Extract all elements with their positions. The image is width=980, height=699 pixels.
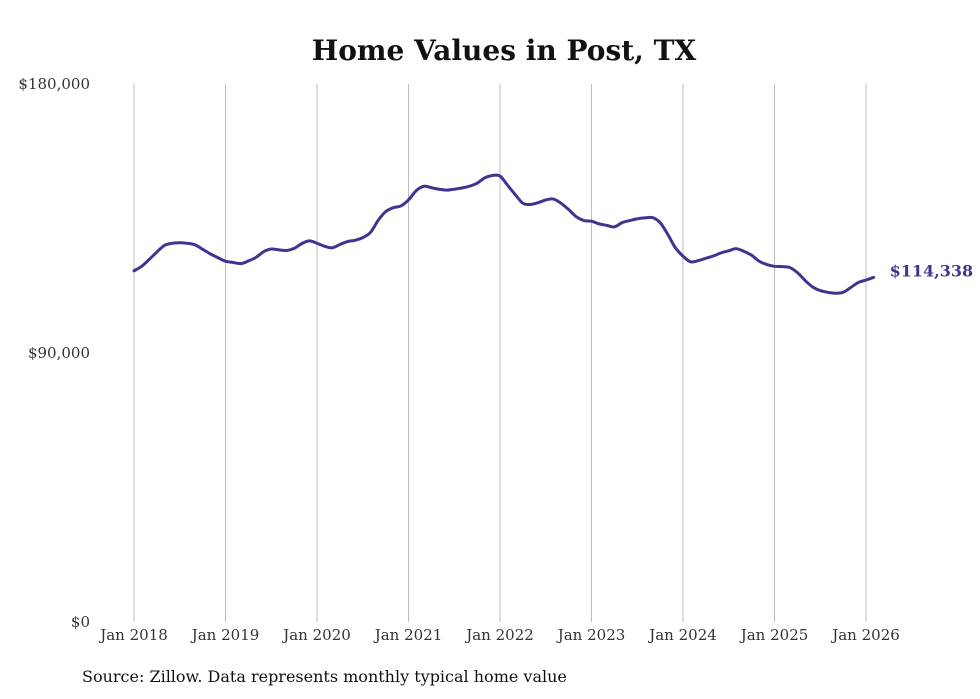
x-tick-label: Jan 2025 xyxy=(739,626,809,644)
x-tick-label: Jan 2022 xyxy=(464,626,534,644)
x-axis: Jan 2018 Jan 2019 Jan 2020 Jan 2021 Jan 2022… xyxy=(98,626,900,644)
source-note: Source: Zillow. Data represents monthly … xyxy=(82,667,567,686)
y-axis: $0 $90,000 $180,000 xyxy=(18,75,90,631)
x-tick-label: Jan 2020 xyxy=(281,626,351,644)
gridlines xyxy=(133,84,867,622)
series-layer xyxy=(132,173,876,295)
y-tick-label: $180,000 xyxy=(18,75,90,93)
x-tick-label: Jan 2021 xyxy=(373,626,443,644)
x-tick-label: Jan 2019 xyxy=(190,626,260,644)
chart-title: Home Values in Post, TX xyxy=(312,34,697,67)
x-tick-label: Jan 2023 xyxy=(556,626,626,644)
y-tick-label: $0 xyxy=(71,613,90,631)
last-value-label: $114,338 xyxy=(890,261,974,280)
line-chart: Home Values in Post, TX $0 $90,000 $180,00… xyxy=(18,34,974,644)
home-value-line xyxy=(132,173,876,295)
x-tick-label: Jan 2024 xyxy=(647,626,717,644)
x-tick-label: Jan 2026 xyxy=(830,626,900,644)
y-tick-label: $90,000 xyxy=(28,344,90,362)
x-tick-label: Jan 2018 xyxy=(98,626,168,644)
